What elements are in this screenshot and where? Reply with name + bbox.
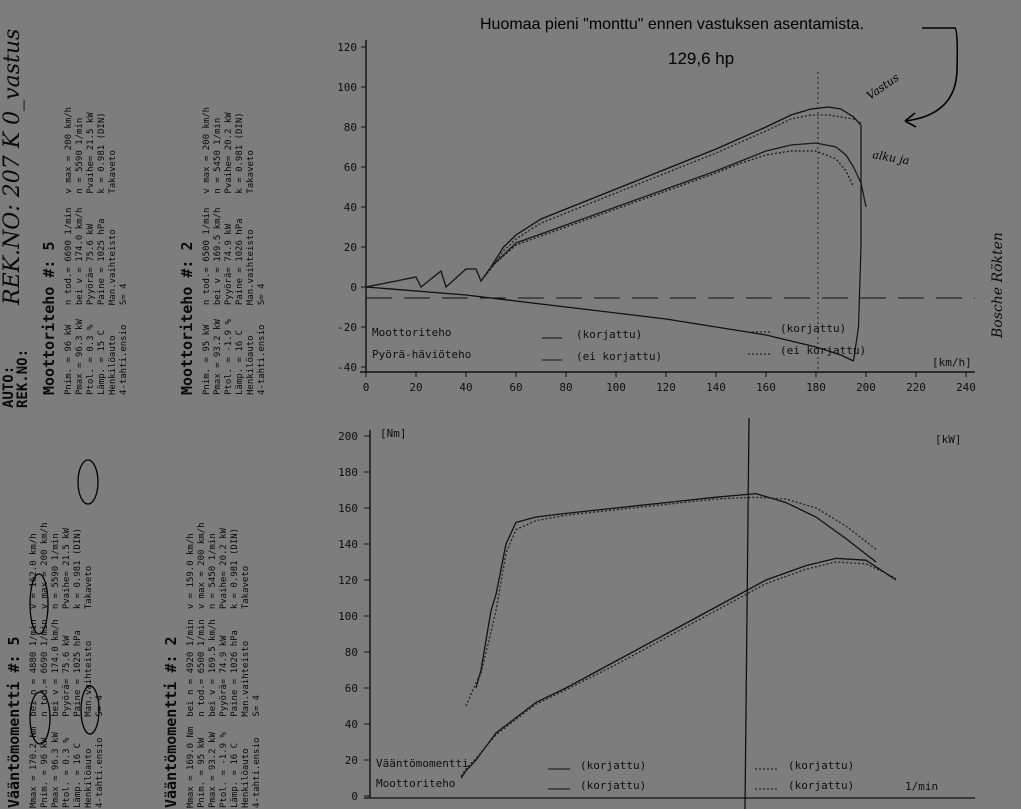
x-tick-label: 80: [559, 381, 572, 394]
annotation-line-1: Huomaa pieni "monttu" ennen vastuksen as…: [480, 16, 865, 33]
handwritten-vastus: Vastus: [864, 71, 901, 103]
series-line: [475, 492, 877, 689]
hand-circle: [77, 459, 99, 505]
torque-chart: 0 20 40 60 80 100 120 140 160 180 200 [Nm] [kW] 1/min…: [338, 417, 975, 809]
x-tick-label: 240: [956, 381, 976, 394]
x-unit-label: 1/min: [905, 780, 938, 793]
legend-label: Vääntömomentti: [376, 757, 469, 770]
legend-label-b: (ei korjattu): [780, 344, 866, 357]
legend-label: Moottoriteho: [376, 777, 455, 790]
x-tick-label: 100: [606, 381, 626, 394]
x-tick-label: 120: [656, 381, 676, 394]
x-tick-label: 180: [806, 381, 826, 394]
series-drop-line: [852, 125, 862, 362]
y-tick-label: 180: [338, 466, 358, 479]
x-tick-label: 200: [856, 381, 876, 394]
y-tick-label: 80: [345, 646, 358, 659]
series-line: [365, 106, 862, 289]
power-chart: -40 -20 0 20 40 60 80 100 120 0 20 40 60 80 100 120 140 1…: [337, 40, 976, 394]
y-tick-label: 20: [345, 754, 358, 767]
y-tick-label: -20: [337, 321, 357, 334]
y-tick-label: 60: [344, 161, 357, 174]
y-tick-label: 0: [350, 281, 357, 294]
y-tick-label: 160: [338, 502, 358, 515]
y-tick-label: 120: [338, 574, 358, 587]
series-line: [460, 561, 897, 777]
legend-label-b: (korjattu): [788, 779, 854, 792]
handwritten-alku: alku ja: [871, 148, 910, 167]
legend-label-a: (korjattu): [576, 328, 642, 341]
hand-circle: [29, 691, 51, 745]
x-tick-label: 0: [363, 381, 370, 394]
legend-label-a: (korjattu): [580, 779, 646, 792]
x-tick-label: 220: [906, 381, 926, 394]
y-tick-label: 60: [345, 682, 358, 695]
y-tick-label: 100: [338, 610, 358, 623]
y-tick-label: 40: [344, 201, 357, 214]
x-unit-label: [km/h]: [932, 356, 972, 369]
y-unit-right: [kW]: [935, 433, 962, 446]
y-tick-label: 0: [351, 790, 358, 803]
y-tick-label: 120: [337, 41, 357, 54]
series-line: [365, 114, 862, 289]
hand-circle: [29, 573, 49, 635]
legend-label: Moottoriteho: [372, 326, 451, 339]
legend-label-b: (korjattu): [788, 759, 854, 772]
annotation-arrow: [904, 27, 959, 122]
y-tick-label: 40: [345, 718, 358, 731]
y-tick-label: 20: [344, 241, 357, 254]
legend-label-b: (korjattu): [780, 322, 846, 335]
series-line: [490, 142, 867, 268]
y-tick-label: 200: [338, 430, 358, 443]
x-tick-label: 160: [756, 381, 776, 394]
series-line: [460, 557, 897, 779]
y-unit-left: [Nm]: [380, 427, 407, 440]
legend-label-a: (ei korjattu): [576, 350, 662, 363]
series-line: [365, 286, 854, 362]
y-tick-label: -40: [337, 361, 357, 374]
x-tick-label: 20: [409, 381, 422, 394]
hand-circle: [80, 685, 100, 735]
arrow-head: [904, 112, 917, 128]
y-tick-label: 80: [344, 121, 357, 134]
legend-label-a: (korjattu): [580, 759, 646, 772]
x-tick-label: 40: [459, 381, 472, 394]
cursor-line: [744, 417, 750, 809]
x-tick-label: 140: [706, 381, 726, 394]
y-tick-label: 100: [337, 81, 357, 94]
series-line: [465, 496, 877, 707]
annotation-line-2: 129,6 hp: [668, 49, 735, 68]
y-tick-label: 140: [338, 538, 358, 551]
legend-label: Pyörä-häviöteho: [372, 348, 471, 361]
series-line: [490, 150, 855, 268]
x-tick-label: 60: [509, 381, 522, 394]
